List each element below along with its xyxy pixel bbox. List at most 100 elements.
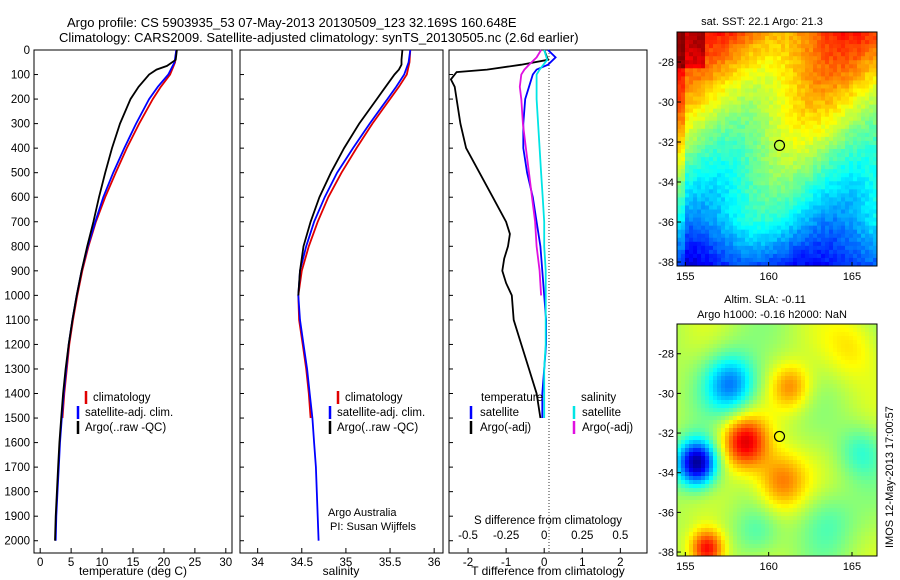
heatmap-cell (825, 229, 830, 235)
heatmap-cell (825, 440, 830, 445)
heatmap-cell (757, 344, 762, 349)
heatmap-cell (849, 233, 854, 239)
heatmap-cell (737, 328, 742, 333)
heatmap-cell (849, 108, 854, 114)
heatmap-cell (761, 205, 766, 210)
heatmap-cell (681, 464, 686, 469)
heatmap-cell (701, 136, 706, 142)
heatmap-cell (781, 201, 786, 206)
heatmap-cell (813, 201, 818, 206)
heatmap-cell (733, 72, 738, 77)
heatmap-cell (817, 165, 822, 170)
heatmap-cell (825, 36, 830, 41)
heatmap-cell (681, 76, 686, 81)
heatmap-cell (845, 400, 850, 405)
heatmap-cell (849, 436, 854, 441)
heatmap-cell (809, 169, 814, 174)
heatmap-cell (817, 140, 822, 146)
heatmap-cell (733, 464, 738, 469)
heatmap-cell (745, 356, 750, 361)
heatmap-cell (781, 185, 786, 190)
heatmap-cell (869, 233, 874, 239)
heatmap-cell (709, 52, 714, 57)
heatmap-cell (741, 420, 746, 425)
heatmap-cell (725, 112, 730, 118)
heatmap-cell (793, 368, 798, 373)
heatmap-cell (677, 424, 682, 429)
heatmap-cell (817, 80, 822, 85)
heatmap-cell (753, 149, 758, 154)
heatmap-cell (833, 249, 838, 255)
heatmap-cell (753, 88, 758, 93)
heatmap-cell (709, 412, 714, 417)
heatmap-cell (821, 376, 826, 381)
heatmap-cell (729, 237, 734, 243)
heatmap-cell (849, 360, 854, 365)
heatmap-cell (705, 44, 710, 49)
heatmap-cell (677, 153, 682, 158)
heatmap-cell (701, 36, 706, 41)
heatmap-cell (769, 217, 774, 223)
heatmap-cell (701, 396, 706, 401)
heatmap-cell (813, 241, 818, 247)
heatmap-cell (737, 400, 742, 405)
heatmap-cell (837, 440, 842, 445)
heatmap-cell (689, 120, 694, 126)
heatmap-cell (821, 52, 826, 57)
heatmap-cell (757, 448, 762, 453)
heatmap-cell (793, 456, 798, 461)
heatmap-cell (837, 432, 842, 437)
heatmap-cell (753, 444, 758, 449)
heatmap-cell (837, 149, 842, 154)
heatmap-cell (853, 136, 858, 142)
heatmap-cell (869, 44, 874, 49)
heatmap-cell (729, 132, 734, 138)
heatmap-cell (693, 124, 698, 130)
heatmap-cell (813, 424, 818, 429)
heatmap-cell (729, 261, 734, 267)
heatmap-cell (753, 153, 758, 158)
heatmap-cell (705, 404, 710, 409)
heatmap-cell (709, 213, 714, 218)
heatmap-cell (801, 380, 806, 385)
heatmap-cell (757, 249, 762, 255)
heatmap-cell (849, 456, 854, 461)
heatmap-cell (865, 460, 870, 465)
heatmap-cell (681, 233, 686, 239)
heatmap-cell (729, 108, 734, 114)
heatmap-cell (681, 432, 686, 437)
heatmap-cell (797, 416, 802, 421)
heatmap-cell (821, 132, 826, 138)
heatmap-cell (809, 189, 814, 194)
heatmap-cell (805, 52, 810, 57)
heatmap-cell (825, 84, 830, 89)
heatmap-cell (697, 249, 702, 255)
heatmap-cell (697, 444, 702, 449)
heatmap-cell (689, 60, 694, 65)
heatmap-cell (789, 116, 794, 122)
heatmap-cell (805, 241, 810, 247)
heatmap-cell (837, 412, 842, 417)
heatmap-cell (725, 32, 730, 37)
heatmap-cell (861, 96, 866, 101)
heatmap-cell (685, 404, 690, 409)
heatmap-cell (777, 149, 782, 154)
heatmap-cell (689, 261, 694, 267)
heatmap-cell (865, 376, 870, 381)
heatmap-cell (797, 400, 802, 405)
heatmap-cell (693, 328, 698, 333)
heatmap-cell (825, 448, 830, 453)
heatmap-cell (833, 189, 838, 194)
heatmap-cell (793, 444, 798, 449)
y-tick-label: 1500 (4, 413, 30, 425)
heatmap-cell (813, 464, 818, 469)
heatmap-cell (721, 424, 726, 429)
heatmap-cell (805, 360, 810, 365)
heatmap-cell (861, 404, 866, 409)
heatmap-cell (825, 181, 830, 186)
heatmap-cell (681, 388, 686, 393)
heatmap-cell (849, 352, 854, 357)
heatmap-cell (725, 60, 730, 65)
heatmap-cell (837, 388, 842, 393)
heatmap-cell (865, 193, 870, 198)
